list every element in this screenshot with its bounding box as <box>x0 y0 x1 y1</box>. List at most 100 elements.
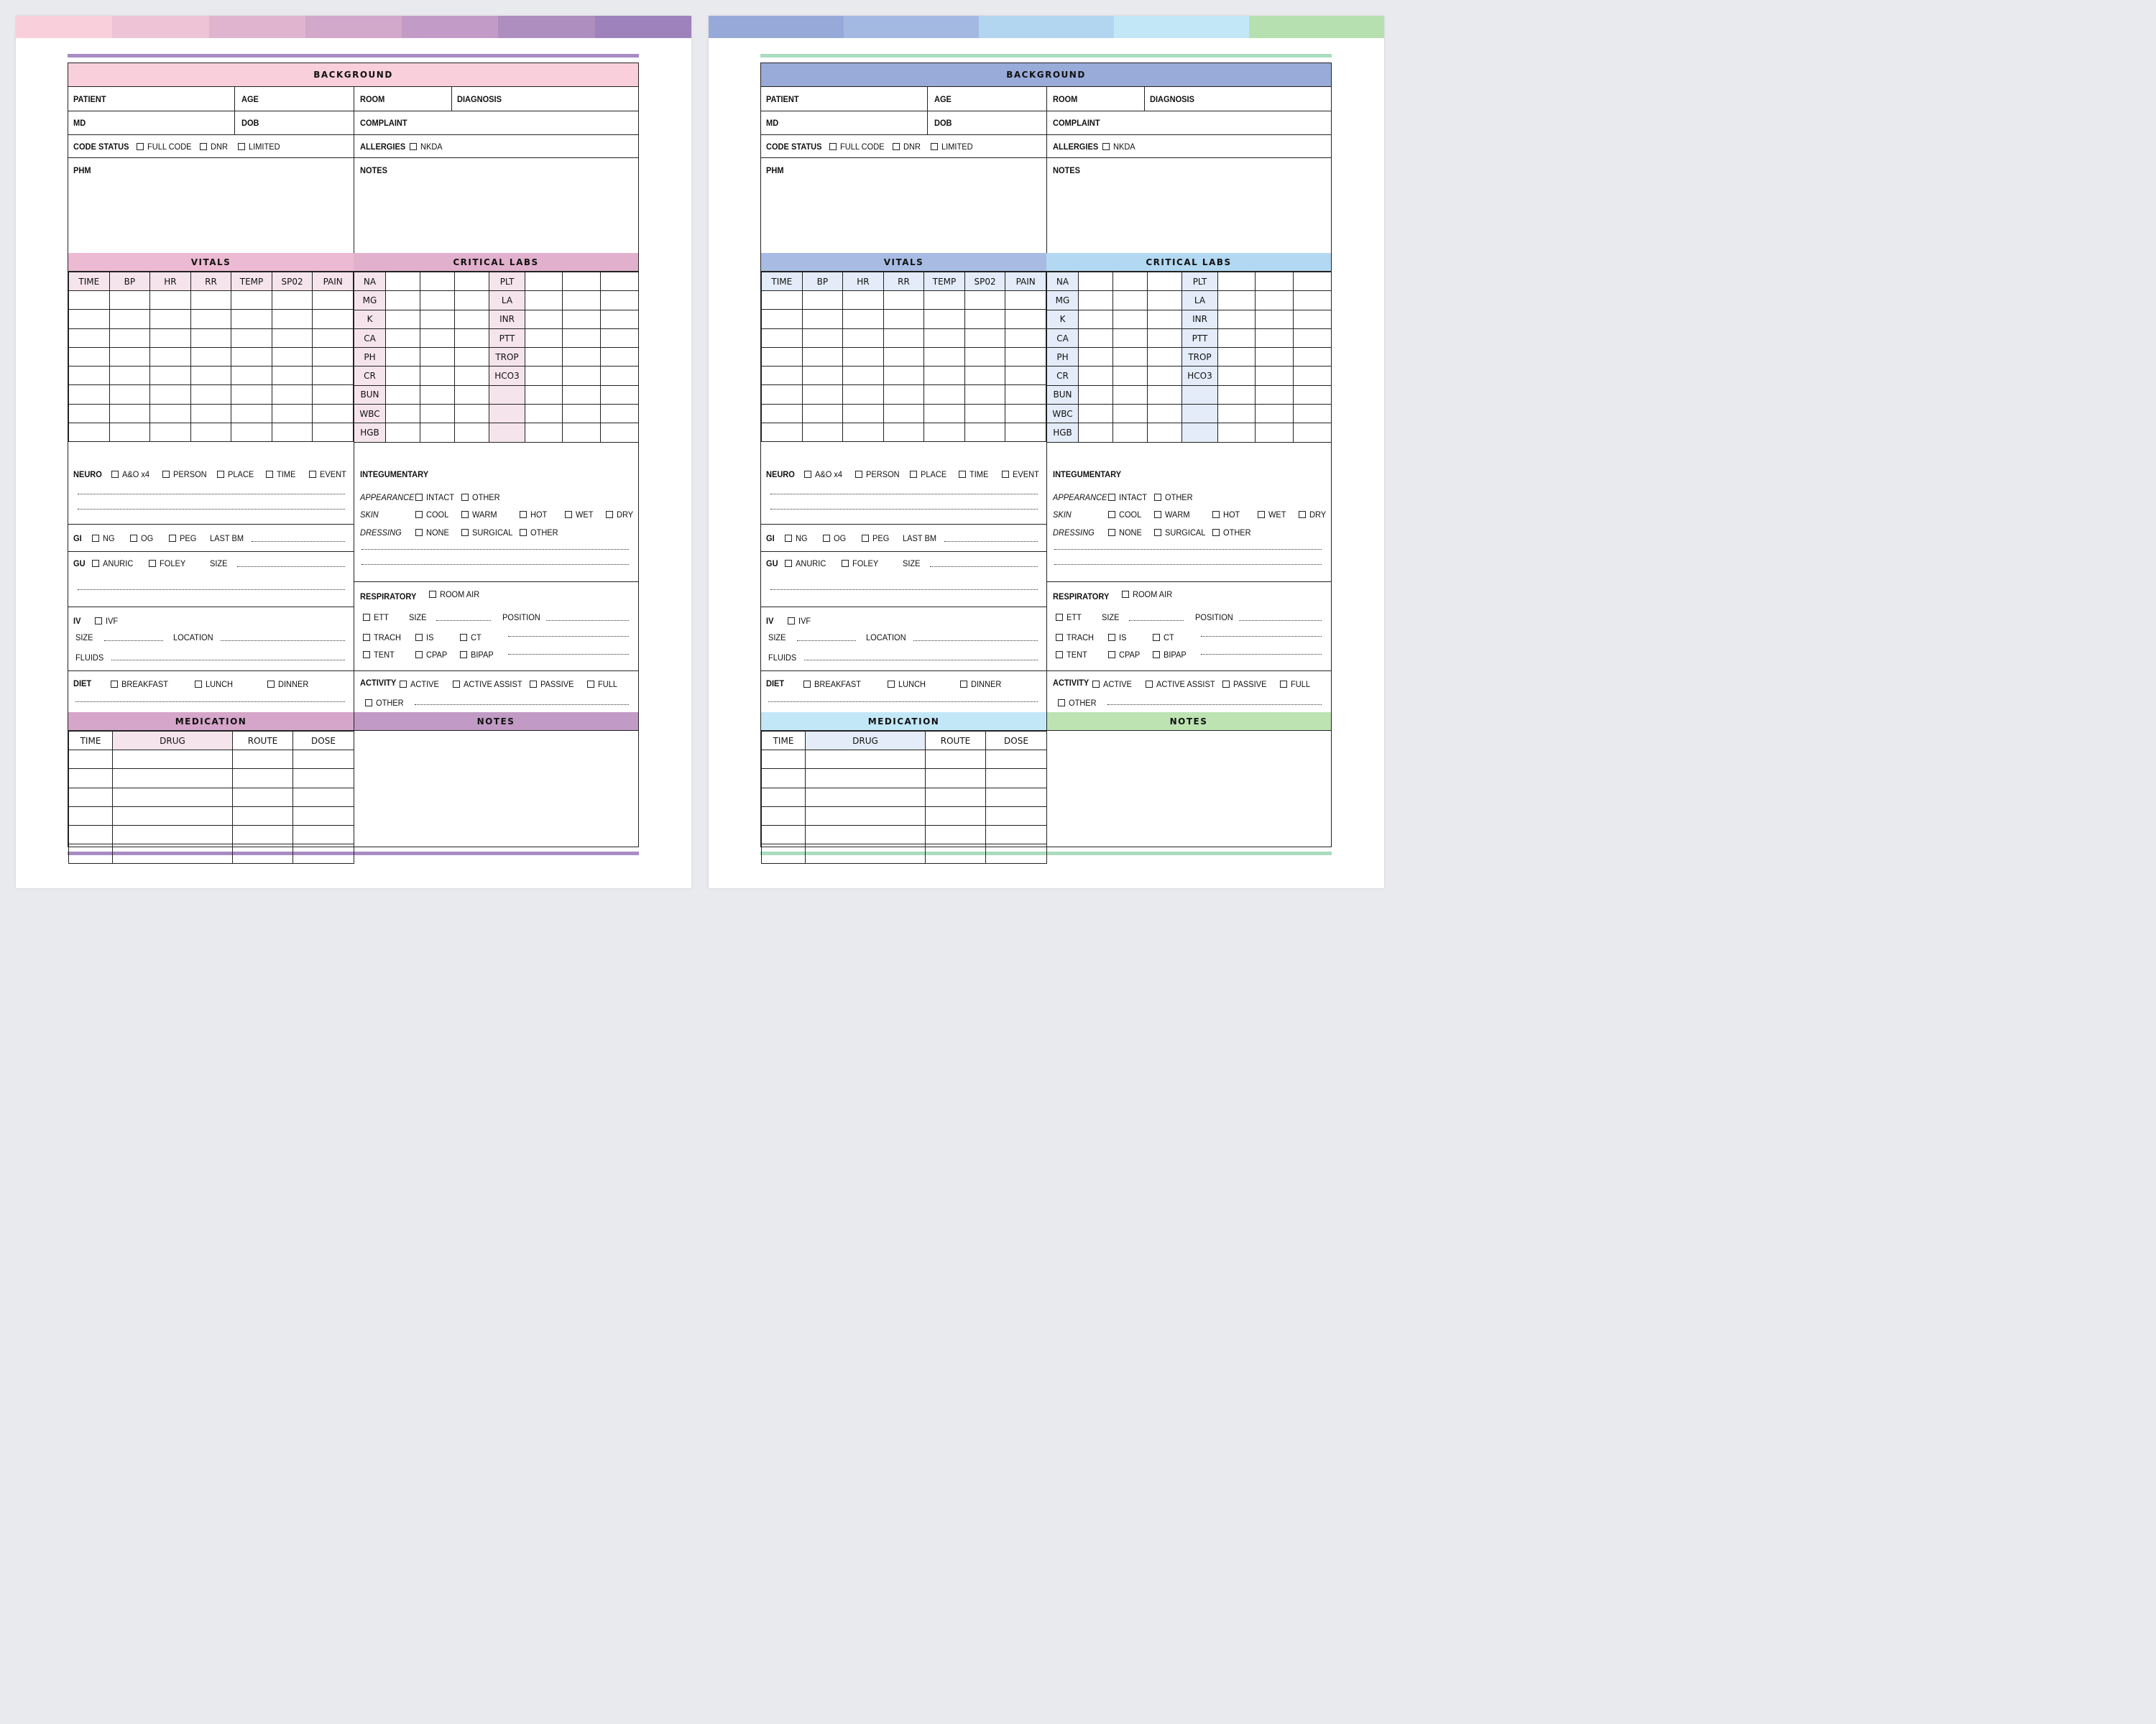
medication-cell[interactable] <box>805 806 926 826</box>
vitals-cell[interactable] <box>68 328 110 348</box>
medication-cell[interactable] <box>292 844 354 864</box>
vitals-cell[interactable] <box>964 423 1006 443</box>
checkbox-active[interactable] <box>1092 681 1100 688</box>
lab-value-cell[interactable] <box>420 366 455 386</box>
vitals-cell[interactable] <box>761 309 803 329</box>
lab-value-cell[interactable] <box>562 366 601 386</box>
vitals-cell[interactable] <box>801 309 844 329</box>
checkbox-ett[interactable] <box>1056 614 1063 621</box>
lab-value-cell[interactable] <box>1112 366 1148 386</box>
checkbox-dnr[interactable] <box>200 143 207 150</box>
checkbox-active-assist[interactable] <box>453 681 460 688</box>
vitals-cell[interactable] <box>271 366 313 386</box>
checkbox-dinner[interactable] <box>960 681 967 688</box>
lab-value-cell[interactable] <box>1147 366 1182 386</box>
resp-notes-1-field[interactable] <box>1201 636 1322 637</box>
lab-value-cell[interactable] <box>385 328 420 349</box>
medication-cell[interactable] <box>292 749 354 770</box>
vitals-cell[interactable] <box>1005 290 1046 310</box>
checkbox-foley[interactable] <box>149 560 156 567</box>
lab-value-cell[interactable] <box>420 309 455 329</box>
vitals-cell[interactable] <box>801 403 844 424</box>
medication-cell[interactable] <box>985 844 1047 864</box>
checkbox-nkda[interactable] <box>410 143 417 150</box>
lab-value-cell[interactable] <box>600 404 639 424</box>
checkbox-surgical[interactable] <box>1154 529 1161 536</box>
vitals-cell[interactable] <box>761 346 803 367</box>
lab-value-cell[interactable] <box>1255 347 1294 367</box>
gu-notes-field[interactable] <box>78 589 345 590</box>
lab-value-cell[interactable] <box>562 290 601 310</box>
vitals-cell[interactable] <box>190 346 232 367</box>
vitals-cell[interactable] <box>109 346 151 367</box>
checkbox-dry[interactable] <box>1299 511 1306 518</box>
checkbox-full-code[interactable] <box>829 143 837 150</box>
lab-value-cell[interactable] <box>1255 384 1294 405</box>
medication-cell[interactable] <box>925 787 986 807</box>
lab-value-cell[interactable] <box>1293 347 1332 367</box>
medication-cell[interactable] <box>232 806 293 826</box>
lab-value-cell[interactable] <box>1217 328 1256 349</box>
lab-value-cell[interactable] <box>1255 423 1294 443</box>
vitals-cell[interactable] <box>1005 309 1046 329</box>
vitals-cell[interactable] <box>271 328 313 348</box>
vitals-cell[interactable] <box>883 346 925 367</box>
lab-value-cell[interactable] <box>1217 366 1256 386</box>
lab-value-cell[interactable] <box>1078 366 1113 386</box>
medication-cell[interactable] <box>112 844 233 864</box>
lab-value-cell[interactable] <box>600 384 639 405</box>
vitals-cell[interactable] <box>149 423 191 443</box>
lab-value-cell[interactable] <box>385 347 420 367</box>
vitals-cell[interactable] <box>190 328 232 348</box>
vitals-cell[interactable] <box>923 423 965 443</box>
medication-cell[interactable] <box>985 806 1047 826</box>
vitals-cell[interactable] <box>68 309 110 329</box>
vitals-cell[interactable] <box>109 403 151 424</box>
lab-value-cell[interactable] <box>1078 384 1113 405</box>
lab-value-cell[interactable] <box>562 404 601 424</box>
lab-value-cell[interactable] <box>1112 384 1148 405</box>
vitals-cell[interactable] <box>312 309 354 329</box>
notes-area[interactable] <box>1046 731 1331 847</box>
checkbox-warm[interactable] <box>461 511 469 518</box>
vitals-cell[interactable] <box>964 366 1006 386</box>
checkbox-other[interactable] <box>1212 529 1220 536</box>
vitals-cell[interactable] <box>1005 423 1046 443</box>
vitals-cell[interactable] <box>312 328 354 348</box>
vitals-cell[interactable] <box>190 309 232 329</box>
lab-value-cell[interactable] <box>420 290 455 310</box>
lab-value-cell[interactable] <box>1147 404 1182 424</box>
checkbox-hot[interactable] <box>520 511 527 518</box>
lab-value-cell[interactable] <box>420 347 455 367</box>
checkbox-cool[interactable] <box>1108 511 1115 518</box>
medication-cell[interactable] <box>805 787 926 807</box>
lab-value-cell[interactable] <box>600 347 639 367</box>
vitals-cell[interactable] <box>883 309 925 329</box>
diet-notes-field[interactable] <box>75 701 345 702</box>
lab-value-cell[interactable] <box>454 347 489 367</box>
integumentary-notes-1-field[interactable] <box>1054 549 1322 550</box>
checkbox-cpap[interactable] <box>415 651 423 658</box>
vitals-cell[interactable] <box>231 309 272 329</box>
vitals-cell[interactable] <box>312 423 354 443</box>
checkbox-surgical[interactable] <box>461 529 469 536</box>
lab-value-cell[interactable] <box>1217 423 1256 443</box>
checkbox-og[interactable] <box>823 535 830 542</box>
vitals-cell[interactable] <box>1005 346 1046 367</box>
vitals-cell[interactable] <box>1005 328 1046 348</box>
lab-value-cell[interactable] <box>1293 423 1332 443</box>
lab-value-cell[interactable] <box>1293 309 1332 329</box>
checkbox-og[interactable] <box>130 535 137 542</box>
vitals-cell[interactable] <box>231 384 272 405</box>
checkbox-passive[interactable] <box>1222 681 1230 688</box>
vitals-cell[interactable] <box>190 290 232 310</box>
medication-cell[interactable] <box>761 806 806 826</box>
lab-value-cell[interactable] <box>1217 309 1256 329</box>
lab-value-cell[interactable] <box>1112 271 1148 292</box>
vitals-cell[interactable] <box>190 423 232 443</box>
vitals-cell[interactable] <box>801 346 844 367</box>
lab-value-cell[interactable] <box>562 271 601 292</box>
medication-cell[interactable] <box>985 825 1047 845</box>
vitals-cell[interactable] <box>312 403 354 424</box>
medication-cell[interactable] <box>68 787 113 807</box>
